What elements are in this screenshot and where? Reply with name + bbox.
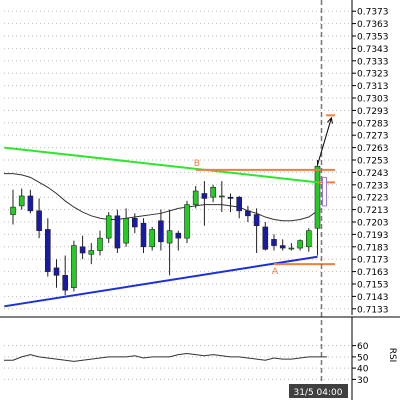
trendline bbox=[4, 255, 318, 308]
rsi-series bbox=[4, 352, 327, 362]
candle-bullish bbox=[288, 247, 295, 250]
y-tick-label: 0.7373 bbox=[357, 8, 389, 18]
y-tick-label: 0.7323 bbox=[357, 70, 389, 80]
y-tick-label: 0.7333 bbox=[357, 57, 389, 67]
y-tick-label: 0.7213 bbox=[357, 206, 389, 216]
candle-bullish bbox=[314, 165, 321, 229]
rsi-grid bbox=[4, 345, 352, 380]
candle-bearish bbox=[44, 229, 51, 272]
candle-bearish bbox=[253, 214, 260, 227]
y-tick-label: 0.7223 bbox=[357, 194, 389, 204]
candle-bearish bbox=[114, 215, 121, 249]
y-tick-label: 0.7163 bbox=[357, 268, 389, 278]
candle-bullish bbox=[97, 237, 103, 251]
candle-bearish bbox=[175, 232, 182, 239]
candle-bearish bbox=[132, 217, 138, 228]
candle-bearish bbox=[36, 210, 42, 231]
y-tick-label: 0.7203 bbox=[357, 219, 389, 229]
y-tick-label: 0.7173 bbox=[357, 256, 389, 266]
candle-bearish bbox=[227, 196, 234, 199]
rsi-panel-title: RSI bbox=[387, 348, 397, 363]
candle-bearish bbox=[27, 195, 34, 212]
projection-arrow bbox=[317, 117, 332, 166]
candle-bearish bbox=[245, 210, 251, 217]
candle-bearish bbox=[279, 245, 286, 249]
candle-bearish bbox=[262, 226, 269, 250]
rsi-tick-label: 40 bbox=[357, 365, 369, 375]
candle-bullish bbox=[297, 240, 303, 249]
y-tick-label: 0.7273 bbox=[357, 132, 389, 142]
y-tick-label: 0.7343 bbox=[357, 45, 389, 55]
candle-bearish bbox=[79, 246, 86, 254]
candle-bullish bbox=[305, 230, 312, 248]
projection-arrowhead bbox=[327, 116, 333, 124]
point-label: A bbox=[272, 267, 279, 277]
rsi-tick-label: 50 bbox=[357, 353, 369, 363]
candle-bullish bbox=[10, 206, 16, 215]
y-tick-label: 0.7363 bbox=[357, 20, 389, 30]
y-tick-label: 0.7303 bbox=[357, 95, 389, 105]
candle-bearish bbox=[158, 220, 164, 243]
point-label: B bbox=[194, 159, 200, 169]
candle-bullish bbox=[219, 195, 225, 198]
y-tick-label: 0.7243 bbox=[357, 169, 389, 179]
candle-bullish bbox=[18, 195, 25, 207]
candle-bullish bbox=[123, 217, 129, 244]
y-tick-label: 0.7263 bbox=[357, 144, 389, 154]
trendline bbox=[4, 146, 318, 184]
candle-bullish bbox=[166, 230, 173, 244]
levels: BA bbox=[194, 0, 335, 398]
candle-bullish bbox=[184, 204, 190, 239]
y-tick-label: 0.7193 bbox=[357, 231, 389, 241]
y-tick-label: 0.7233 bbox=[357, 181, 389, 191]
candle-bullish bbox=[88, 250, 95, 255]
time-label: 31/5 04:00 bbox=[293, 388, 342, 398]
candle-bullish bbox=[210, 186, 216, 198]
candle-bullish bbox=[192, 190, 199, 205]
candle-bearish bbox=[53, 267, 60, 276]
y-tick-label: 0.7153 bbox=[357, 281, 389, 291]
candles bbox=[10, 160, 321, 296]
candle-bullish bbox=[105, 215, 112, 239]
y-tick-label: 0.7253 bbox=[357, 157, 389, 167]
y-tick-label: 0.7293 bbox=[357, 107, 389, 117]
y-tick-label: 0.7353 bbox=[357, 33, 389, 43]
y-tick-label: 0.7143 bbox=[357, 293, 389, 303]
trendlines bbox=[4, 146, 318, 308]
price-axis: 0.7133 0.7143 0.7153 0.7163 0.7173 0.7183 0.71… bbox=[0, 0, 400, 318]
y-tick-label: 0.7283 bbox=[357, 119, 389, 129]
projected-candle bbox=[322, 176, 327, 207]
rsi-line bbox=[4, 352, 327, 362]
candle-bearish bbox=[236, 196, 242, 212]
rsi-tick-label: 60 bbox=[357, 342, 369, 352]
candle-bearish bbox=[271, 239, 277, 246]
candle-bearish bbox=[140, 222, 147, 248]
candle-bearish bbox=[201, 193, 208, 199]
y-tick-label: 0.7133 bbox=[357, 305, 389, 315]
candle-bullish bbox=[149, 229, 155, 248]
candle-bearish bbox=[62, 275, 69, 291]
candle-bullish bbox=[71, 245, 77, 289]
y-tick-label: 0.7313 bbox=[357, 82, 389, 92]
time-label-bg bbox=[289, 384, 348, 398]
rsi-tick-label: 30 bbox=[357, 376, 369, 386]
y-tick-label: 0.7183 bbox=[357, 243, 389, 253]
